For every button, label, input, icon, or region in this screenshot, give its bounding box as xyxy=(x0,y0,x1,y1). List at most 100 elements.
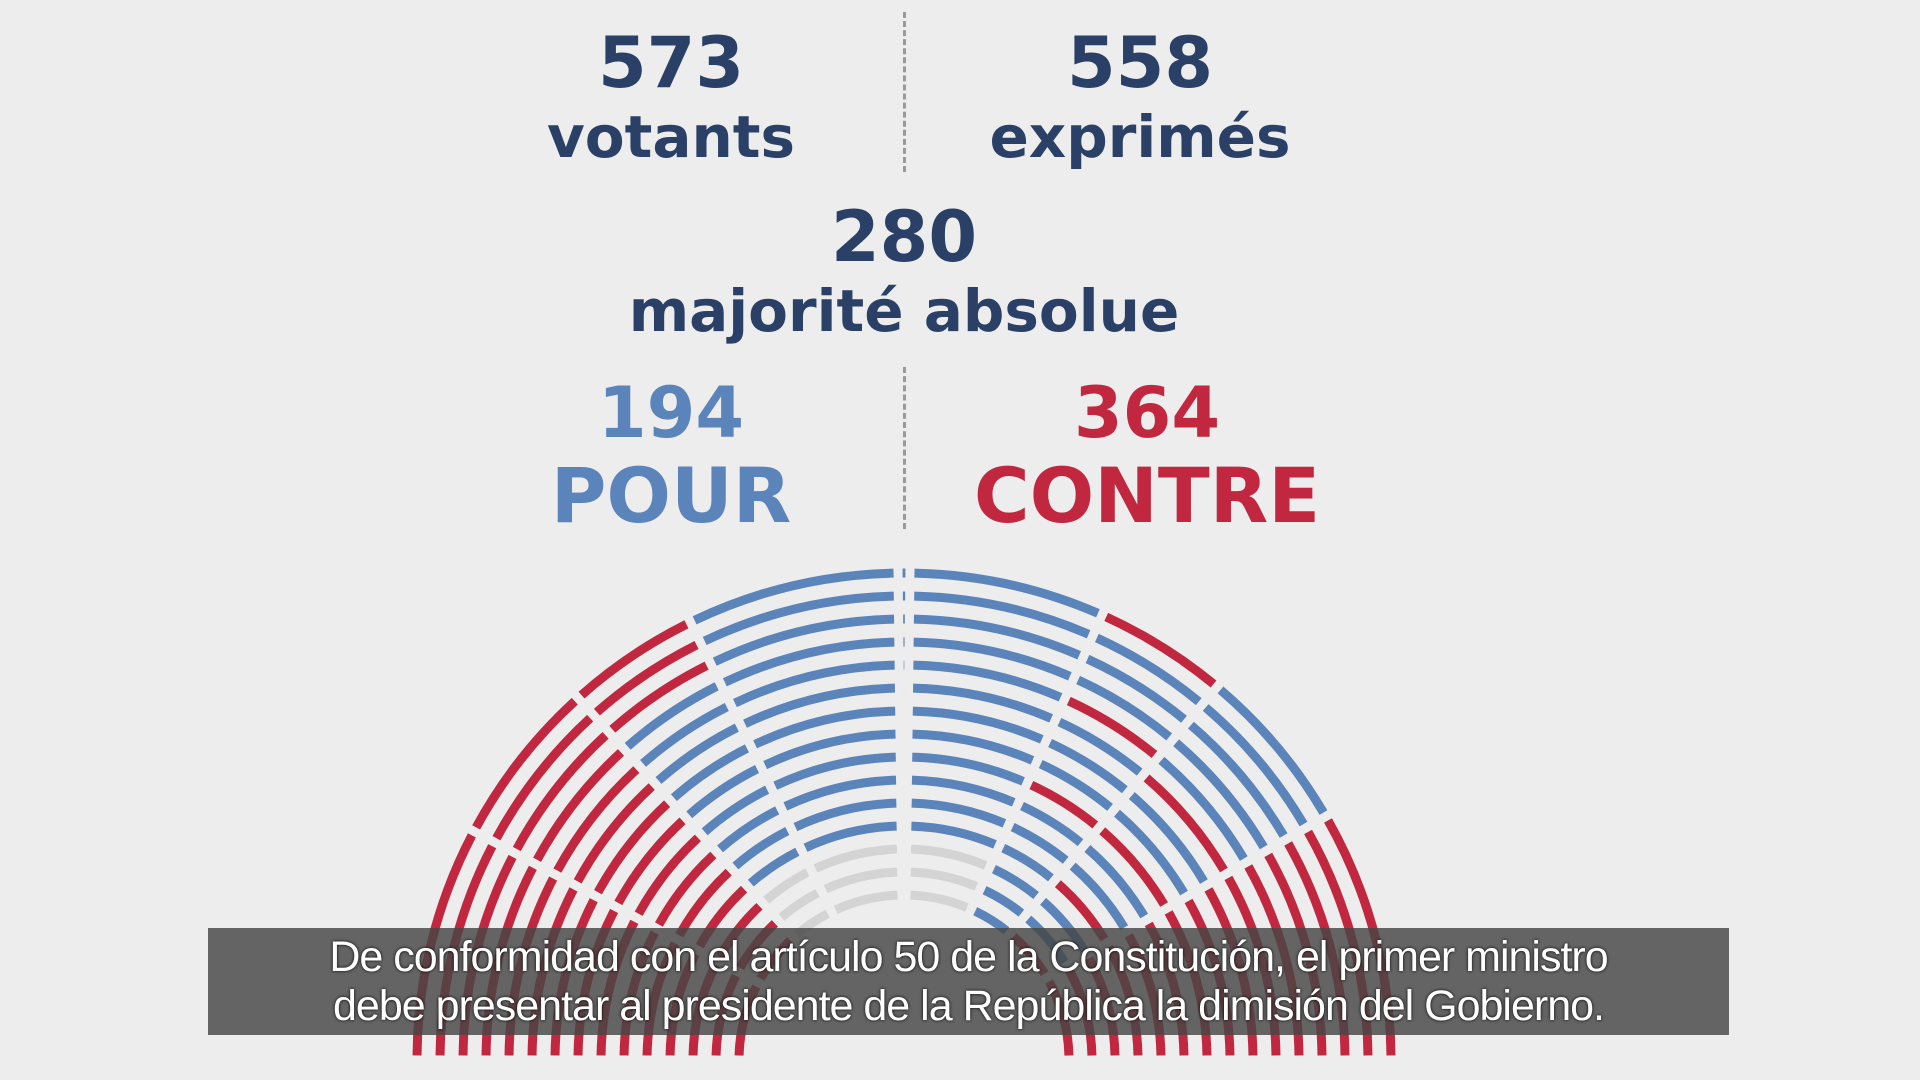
majorite-label: majorité absolue xyxy=(628,277,1180,345)
hemicycle-seat-arc xyxy=(912,706,1044,744)
hemicycle-seat-arc xyxy=(743,683,896,728)
hemicycle-seat-arc xyxy=(763,729,896,770)
bottom-divider xyxy=(903,367,906,529)
exprimes-stat: 558 exprimés xyxy=(940,28,1340,166)
hemicycle-seat-arc xyxy=(492,714,594,841)
hemicycle-seat-arc xyxy=(472,697,578,830)
subtitle-line-1: De conformidad con el artículo 50 de la … xyxy=(329,933,1608,981)
hemicycle-seat-arc xyxy=(833,890,898,914)
hemicycle-seat-arc xyxy=(813,844,898,873)
hemicycle-seat-arc xyxy=(982,886,1025,917)
hemicycle-seat-arc xyxy=(747,847,800,887)
hemicycle-seat-arc xyxy=(1202,704,1308,827)
hemicycle-seat-arc xyxy=(1066,696,1158,758)
hemicycle-seat-arc xyxy=(1020,802,1084,847)
hemicycle-seat-arc xyxy=(1104,612,1217,688)
hemicycle-seat-arc xyxy=(553,766,640,873)
subtitle-line-2: debe presentar al presidente de la Repúb… xyxy=(333,982,1605,1030)
hemicycle-seat-arc xyxy=(640,702,729,767)
hemicycle-seat-arc xyxy=(753,706,896,749)
hemicycle-seat-arc xyxy=(593,640,699,716)
hemicycle-seat-arc xyxy=(911,775,1016,807)
hemicycle-seat-arc xyxy=(702,591,894,646)
hemicycle-seat-arc xyxy=(712,614,895,666)
hemicycle-seat-arc xyxy=(614,817,686,906)
majorite-stat: 280 majorité absolue xyxy=(554,202,1254,340)
hemicycle-seat-arc xyxy=(1057,717,1143,776)
hemicycle-seat-arc xyxy=(732,827,790,870)
hemicycle-seat-arc xyxy=(910,890,969,912)
hemicycle-seat-arc xyxy=(1038,759,1113,811)
hemicycle-seat-arc xyxy=(1029,780,1099,829)
top-divider xyxy=(903,12,906,172)
hemicycle-seat-arc xyxy=(910,867,979,891)
hemicycle-seat-arc xyxy=(911,821,997,849)
hemicycle-seat-arc xyxy=(1173,739,1268,850)
hemicycle-seat-arc xyxy=(594,800,671,895)
hemicycle-seat-arc xyxy=(624,682,719,750)
hemicycle-seat-arc xyxy=(913,660,1063,702)
pour-value: 194 xyxy=(597,372,745,454)
hemicycle-seat-arc xyxy=(654,851,717,927)
votants-stat: 573 votants xyxy=(521,28,821,166)
hemicycle-seat-arc xyxy=(913,637,1072,681)
hemicycle-seat-arc xyxy=(733,660,895,708)
hemicycle-seat-arc xyxy=(991,865,1039,900)
hemicycle-seat-arc xyxy=(912,683,1053,723)
majorite-value: 280 xyxy=(830,196,978,278)
votants-value: 573 xyxy=(597,22,745,104)
hemicycle-seat-arc xyxy=(1099,827,1168,907)
hemicycle-seat-arc xyxy=(573,783,655,884)
hemicycle-seat-arc xyxy=(578,620,689,699)
hemicycle-seat-arc xyxy=(913,614,1082,660)
hemicycle-seat-arc xyxy=(722,637,895,687)
hemicycle-seat-arc xyxy=(692,568,894,625)
hemicycle-seat-arc xyxy=(1094,633,1202,706)
hemicycle-seat-arc xyxy=(1001,844,1054,882)
hemicycle-seat-arc xyxy=(701,785,770,836)
hemicycle-seat-arc xyxy=(670,744,749,802)
hemicycle-seat-arc xyxy=(803,821,897,852)
votants-label: votants xyxy=(546,103,796,171)
hemicycle-seat-arc xyxy=(1048,738,1128,794)
hemicycle-seat-arc xyxy=(717,806,780,853)
pour-stat: 194 POUR xyxy=(521,378,821,534)
hemicycle-seat-arc xyxy=(823,867,898,894)
hemicycle-seat-arc xyxy=(911,798,1007,828)
hemicycle-seat-arc xyxy=(1010,823,1069,864)
contre-value: 364 xyxy=(1073,372,1221,454)
hemicycle-seat-arc xyxy=(1069,862,1129,930)
hemicycle-seat-arc xyxy=(793,798,897,832)
pour-label: POUR xyxy=(550,451,792,540)
hemicycle-seat-arc xyxy=(655,723,739,784)
hemicycle-seat-arc xyxy=(1143,774,1228,873)
hemicycle-seat-arc xyxy=(533,749,624,862)
hemicycle-seat-arc xyxy=(914,591,1091,639)
hemicycle-seat-arc xyxy=(1158,756,1248,861)
contre-label: CONTRE xyxy=(973,451,1321,540)
hemicycle-seat-arc xyxy=(914,568,1100,618)
hemicycle-seat-arc xyxy=(512,732,609,852)
contre-stat: 364 CONTRE xyxy=(947,378,1347,534)
exprimes-value: 558 xyxy=(1066,22,1214,104)
hemicycle-seat-arc xyxy=(1085,654,1187,723)
hemicycle-seat-arc xyxy=(1076,675,1173,741)
hemicycle-seat-arc xyxy=(912,752,1025,786)
hemicycle-seat-arc xyxy=(773,752,896,790)
hemicycle-seat-arc xyxy=(1217,686,1328,815)
hemicycle-seat-arc xyxy=(609,661,709,733)
hemicycle-seat-arc xyxy=(910,844,988,870)
hemicycle-seat-arc xyxy=(763,868,810,904)
hemicycle-seat-arc xyxy=(912,729,1035,765)
subtitle-box: De conformidad con el artículo 50 de la … xyxy=(208,928,1729,1035)
hemicycle-seat-arc xyxy=(1128,792,1208,884)
hemicycle-seat-arc xyxy=(778,889,820,921)
hemicycle-seat-arc xyxy=(783,775,897,811)
hemicycle-seat-arc xyxy=(1084,845,1149,919)
exprimes-label: exprimés xyxy=(989,103,1291,171)
hemicycle-seat-arc xyxy=(1188,721,1288,838)
hemicycle-seat-arc xyxy=(1114,809,1188,896)
hemicycle-seat-arc xyxy=(686,764,760,819)
hemicycle-seat-arc xyxy=(634,834,701,916)
